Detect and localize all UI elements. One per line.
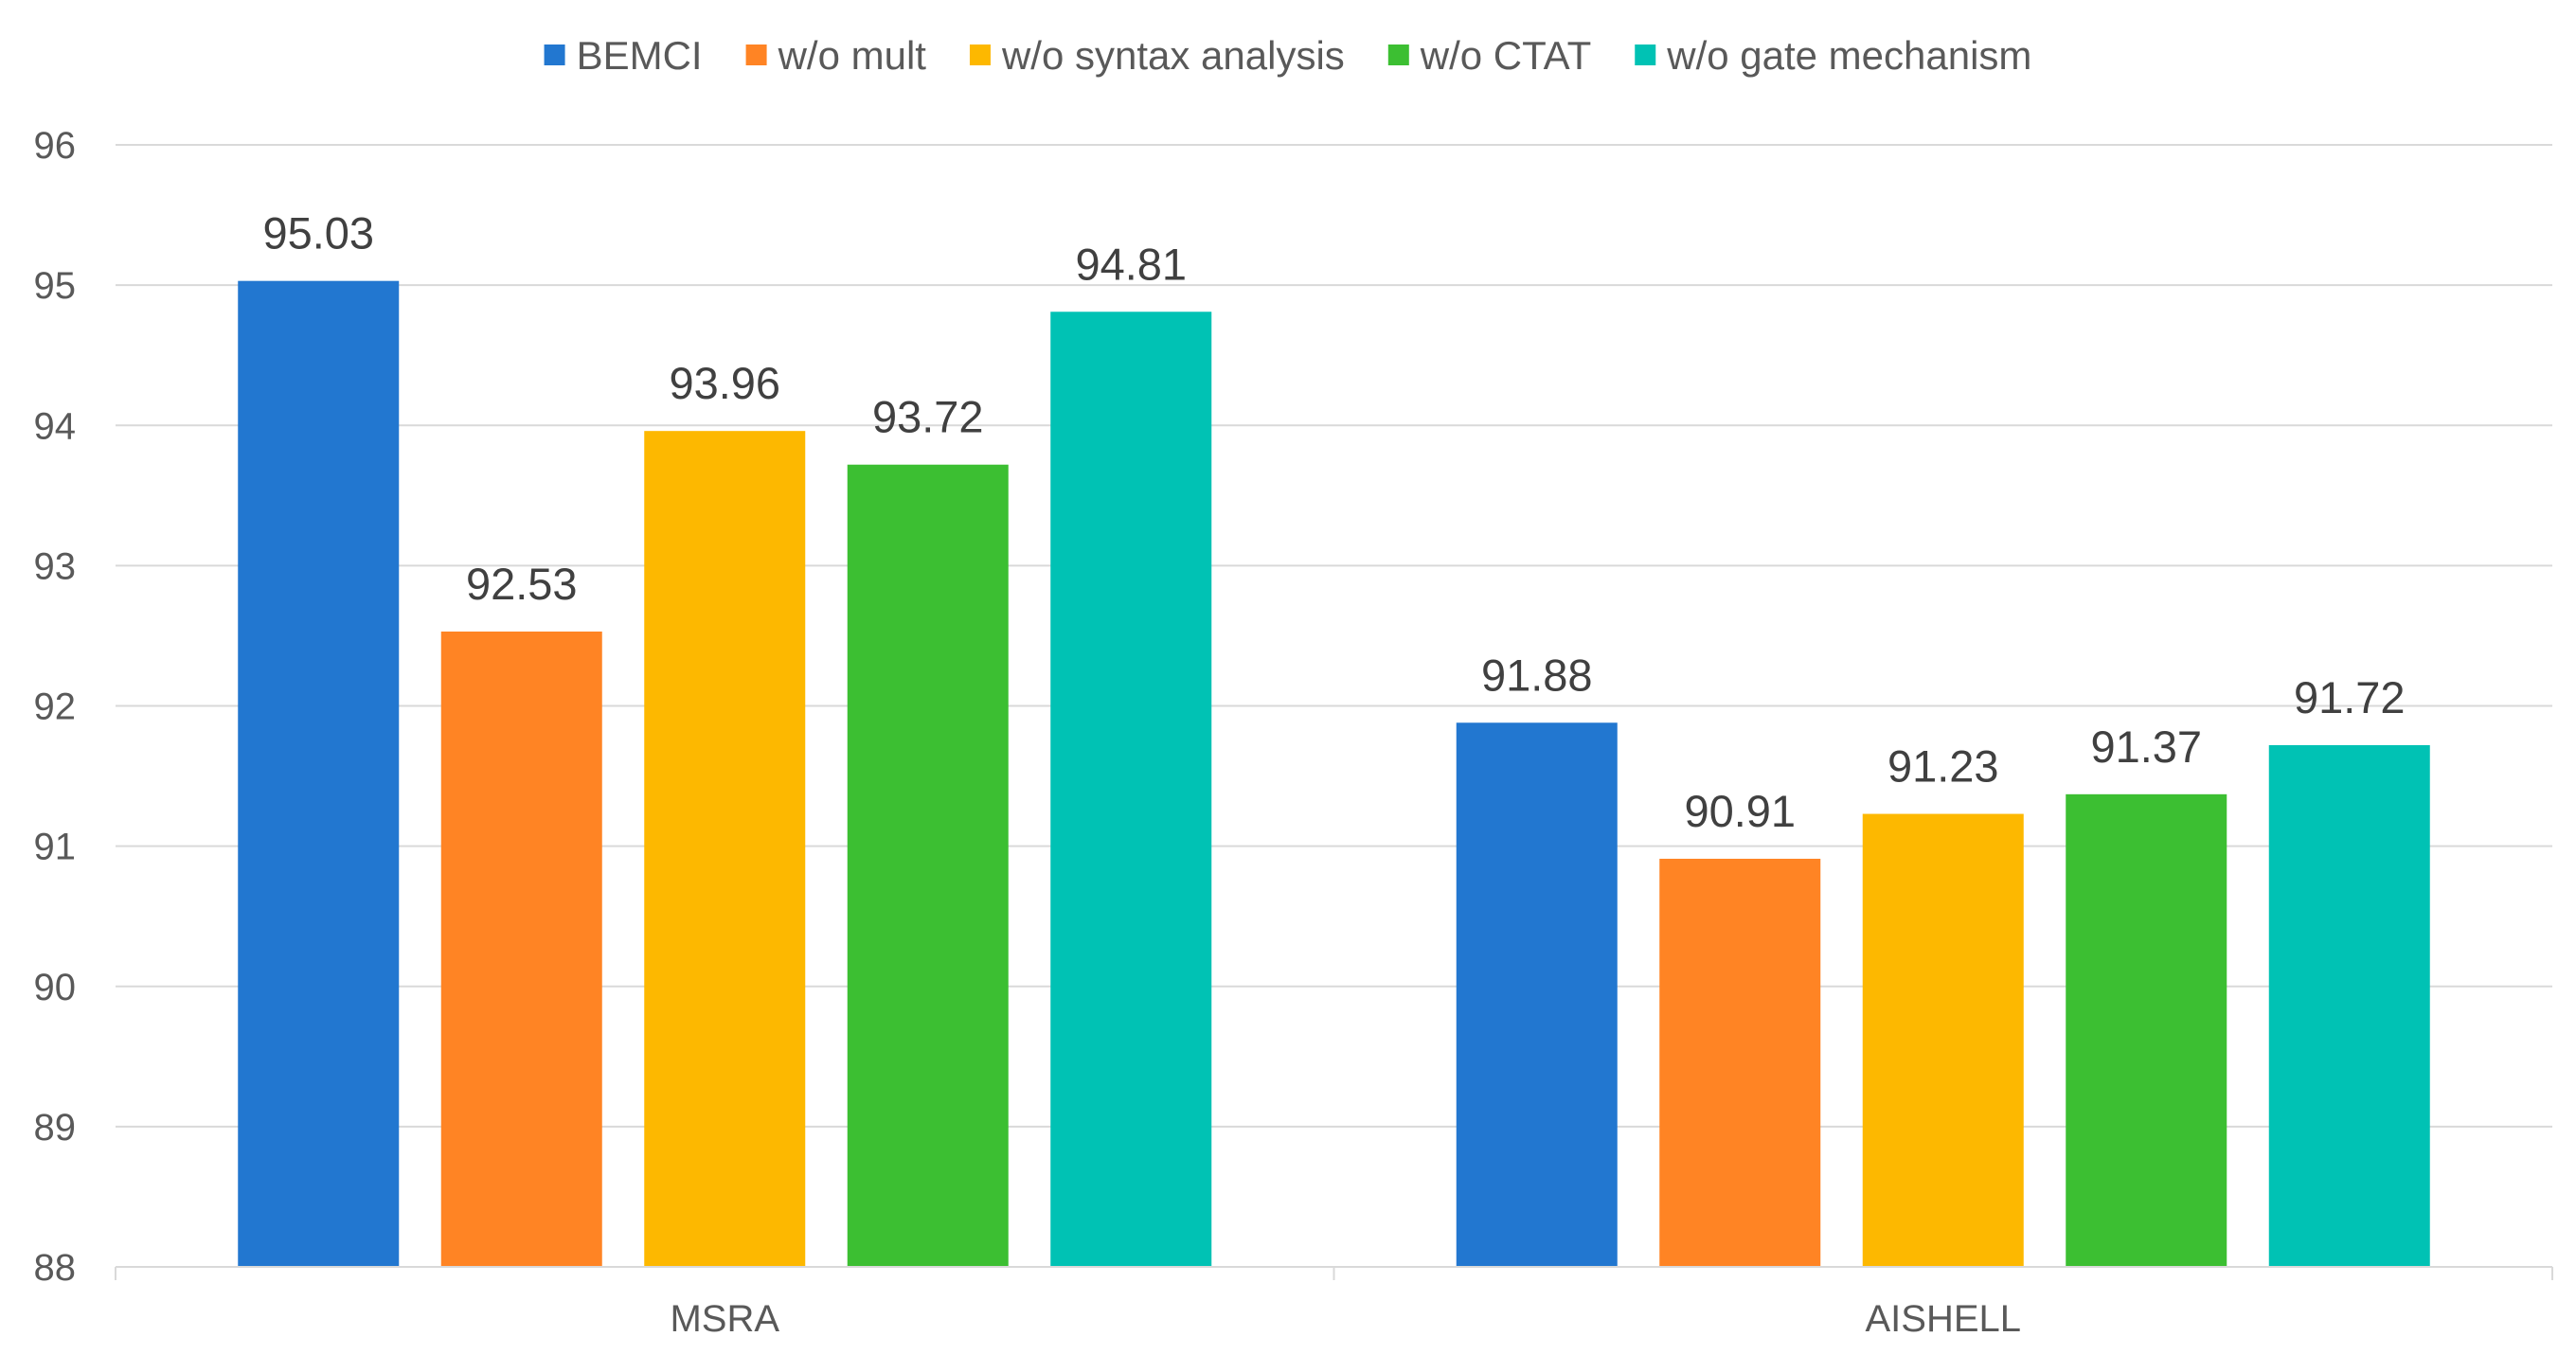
- y-axis-ticks: 88 89 90 91 92 93 94 95 96: [34, 125, 77, 1289]
- bar: [238, 280, 400, 1267]
- legend: BEMCI w/o mult w/o syntax analysis w/o CTAT…: [544, 33, 2031, 78]
- bar: [1456, 722, 1618, 1267]
- bar: [1050, 312, 1212, 1267]
- bar: [1659, 858, 1821, 1267]
- legend-swatch: [1387, 45, 1409, 65]
- data-label: 95.03: [262, 208, 374, 258]
- data-label: 93.96: [669, 358, 780, 408]
- data-label: 94.81: [1075, 239, 1187, 289]
- y-tick-label: 88: [34, 1247, 77, 1289]
- legend-label: w/o gate mechanism: [1666, 33, 2031, 78]
- bar: [2268, 744, 2430, 1267]
- legend-swatch: [544, 45, 565, 65]
- y-tick-label: 89: [34, 1107, 77, 1149]
- legend-label: w/o syntax analysis: [1001, 33, 1345, 78]
- legend-item: w/o CTAT: [1387, 33, 1591, 78]
- legend-item: w/o gate mechanism: [1635, 33, 2031, 78]
- data-label: 92.53: [466, 559, 578, 609]
- data-label: 91.88: [1481, 650, 1593, 700]
- y-tick-label: 90: [34, 967, 77, 1008]
- legend-swatch: [745, 45, 767, 65]
- data-label: 91.23: [1887, 741, 1999, 792]
- legend-swatch: [969, 45, 991, 65]
- legend-item: w/o mult: [745, 33, 927, 78]
- legend-item: BEMCI: [544, 33, 703, 78]
- bar: [1862, 813, 2024, 1267]
- legend-label: w/o CTAT: [1420, 33, 1591, 78]
- legend-label: BEMCI: [577, 33, 703, 78]
- data-label: 91.72: [2294, 672, 2406, 722]
- y-tick-label: 92: [34, 686, 77, 728]
- bars: [238, 280, 2430, 1268]
- legend-label: w/o mult: [778, 33, 927, 78]
- data-label: 93.72: [872, 392, 984, 442]
- x-category-label: AISHELL: [1865, 1298, 2021, 1340]
- bar: [2066, 793, 2227, 1267]
- bar: [440, 631, 602, 1267]
- legend-item: w/o syntax analysis: [969, 33, 1345, 78]
- legend-swatch: [1635, 45, 1656, 65]
- data-labels: 95.03 92.53 93.96 93.72 94.81 91.88 90.91 91.23…: [262, 208, 2405, 836]
- y-tick-label: 95: [34, 265, 77, 307]
- y-tick-label: 93: [34, 545, 77, 587]
- data-label: 90.91: [1684, 786, 1796, 836]
- y-tick-label: 91: [34, 827, 77, 868]
- y-tick-label: 94: [34, 405, 77, 447]
- bar: [644, 431, 806, 1267]
- x-category-label: MSRA: [670, 1298, 779, 1340]
- data-label: 91.37: [2090, 722, 2202, 772]
- y-tick-label: 96: [34, 125, 77, 167]
- bar: [847, 464, 1009, 1268]
- x-axis: MSRA AISHELL: [115, 1266, 2553, 1340]
